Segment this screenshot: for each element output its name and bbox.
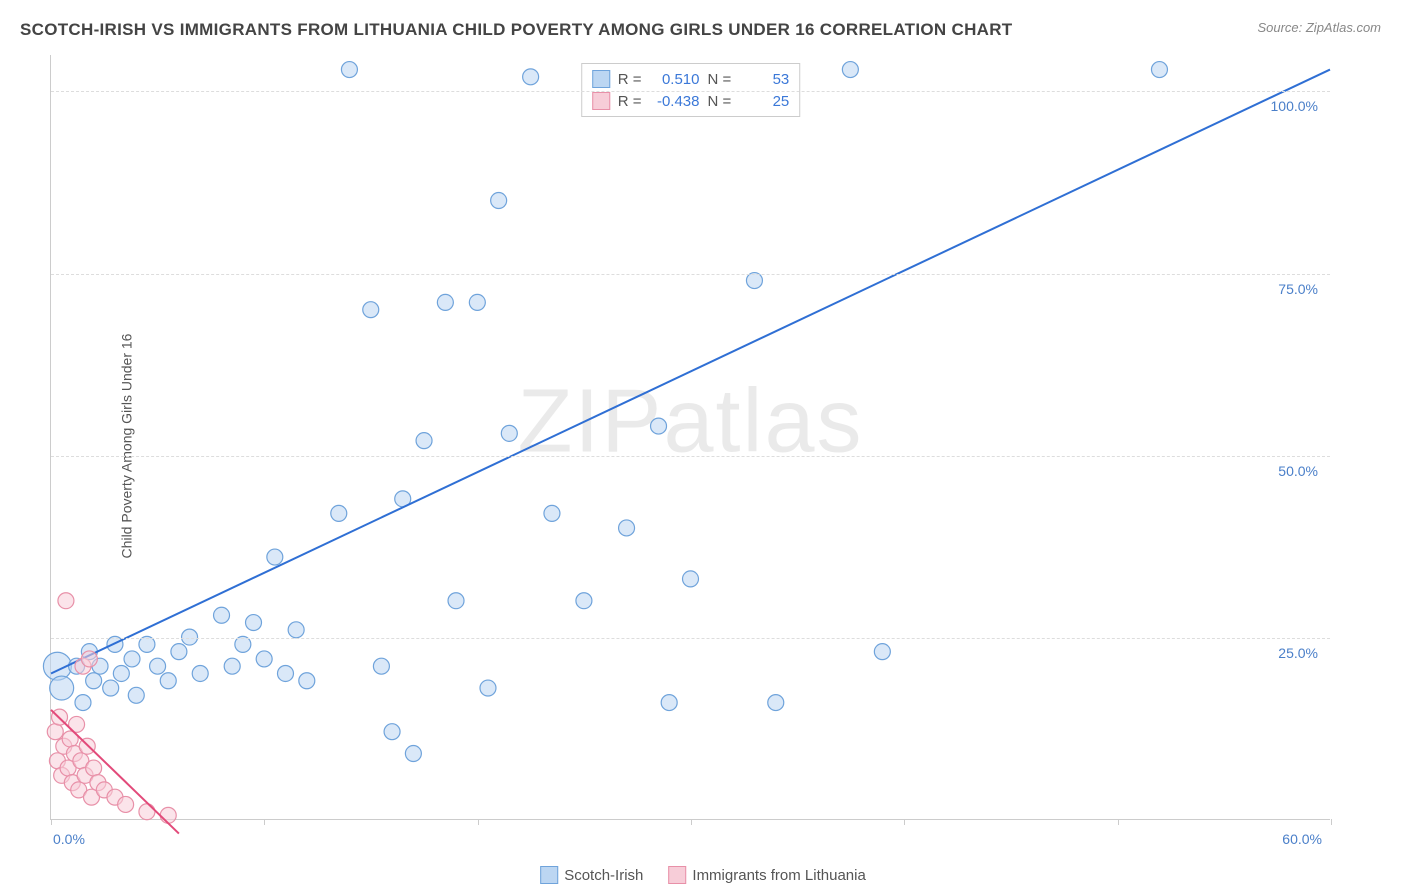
- gridline: [51, 91, 1330, 92]
- data-point[interactable]: [480, 680, 496, 696]
- data-point[interactable]: [437, 294, 453, 310]
- data-point[interactable]: [118, 796, 134, 812]
- correlation-stat-box: R = 0.510 N = 53 R = -0.438 N = 25: [581, 63, 801, 117]
- y-tick-label: 25.0%: [1278, 645, 1318, 661]
- data-point[interactable]: [86, 673, 102, 689]
- data-point[interactable]: [81, 651, 97, 667]
- data-point[interactable]: [267, 549, 283, 565]
- stat-row-series2: R = -0.438 N = 25: [592, 90, 790, 112]
- data-point[interactable]: [75, 695, 91, 711]
- chart-title: SCOTCH-IRISH VS IMMIGRANTS FROM LITHUANI…: [20, 20, 1012, 40]
- gridline: [51, 456, 1330, 457]
- x-tick: [51, 819, 52, 825]
- legend-label-2: Immigrants from Lithuania: [692, 867, 865, 884]
- data-point[interactable]: [124, 651, 140, 667]
- legend-item-series1: Scotch-Irish: [540, 866, 643, 884]
- data-point[interactable]: [160, 807, 176, 823]
- data-point[interactable]: [86, 760, 102, 776]
- n-value-2: 25: [739, 93, 789, 110]
- data-point[interactable]: [277, 665, 293, 681]
- data-point[interactable]: [160, 673, 176, 689]
- data-point[interactable]: [224, 658, 240, 674]
- n-label-2: N =: [708, 93, 732, 110]
- x-tick: [691, 819, 692, 825]
- data-point[interactable]: [128, 687, 144, 703]
- legend: Scotch-Irish Immigrants from Lithuania: [540, 866, 866, 884]
- data-point[interactable]: [246, 615, 262, 631]
- gridline: [51, 274, 1330, 275]
- x-tick: [1331, 819, 1332, 825]
- legend-swatch-1: [540, 866, 558, 884]
- data-point[interactable]: [469, 294, 485, 310]
- data-point[interactable]: [58, 593, 74, 609]
- swatch-series1: [592, 70, 610, 88]
- data-point[interactable]: [405, 746, 421, 762]
- x-tick-label: 0.0%: [53, 831, 85, 847]
- data-point[interactable]: [214, 607, 230, 623]
- data-point[interactable]: [341, 62, 357, 78]
- data-point[interactable]: [842, 62, 858, 78]
- data-point[interactable]: [523, 69, 539, 85]
- x-tick: [264, 819, 265, 825]
- swatch-series2: [592, 92, 610, 110]
- data-point[interactable]: [448, 593, 464, 609]
- r-label: R =: [618, 71, 642, 88]
- data-point[interactable]: [874, 644, 890, 660]
- legend-label-1: Scotch-Irish: [564, 867, 643, 884]
- data-point[interactable]: [192, 665, 208, 681]
- legend-item-series2: Immigrants from Lithuania: [668, 866, 865, 884]
- data-point[interactable]: [416, 433, 432, 449]
- n-label: N =: [708, 71, 732, 88]
- source-attribution: Source: ZipAtlas.com: [1257, 20, 1381, 35]
- data-point[interactable]: [683, 571, 699, 587]
- data-point[interactable]: [150, 658, 166, 674]
- plot-area: ZIPatlas R = 0.510 N = 53 R = -0.438 N =…: [50, 55, 1330, 820]
- x-tick-label: 60.0%: [1282, 831, 1322, 847]
- data-point[interactable]: [171, 644, 187, 660]
- n-value-1: 53: [739, 71, 789, 88]
- x-tick: [1118, 819, 1119, 825]
- y-tick-label: 75.0%: [1278, 281, 1318, 297]
- data-point[interactable]: [746, 273, 762, 289]
- data-point[interactable]: [501, 425, 517, 441]
- data-point[interactable]: [47, 724, 63, 740]
- data-point[interactable]: [331, 505, 347, 521]
- data-point[interactable]: [651, 418, 667, 434]
- x-tick: [478, 819, 479, 825]
- data-point[interactable]: [50, 676, 74, 700]
- stat-row-series1: R = 0.510 N = 53: [592, 68, 790, 90]
- data-point[interactable]: [576, 593, 592, 609]
- data-point[interactable]: [299, 673, 315, 689]
- legend-swatch-2: [668, 866, 686, 884]
- y-tick-label: 100.0%: [1271, 98, 1318, 114]
- data-point[interactable]: [113, 665, 129, 681]
- r-value-2: -0.438: [650, 93, 700, 110]
- data-point[interactable]: [1151, 62, 1167, 78]
- data-point[interactable]: [384, 724, 400, 740]
- data-point[interactable]: [288, 622, 304, 638]
- data-point[interactable]: [491, 193, 507, 209]
- r-label-2: R =: [618, 93, 642, 110]
- data-point[interactable]: [363, 302, 379, 318]
- gridline: [51, 638, 1330, 639]
- data-point[interactable]: [619, 520, 635, 536]
- scatter-svg: [51, 55, 1330, 819]
- data-point[interactable]: [768, 695, 784, 711]
- data-point[interactable]: [373, 658, 389, 674]
- r-value-1: 0.510: [650, 71, 700, 88]
- data-point[interactable]: [544, 505, 560, 521]
- y-tick-label: 50.0%: [1278, 463, 1318, 479]
- data-point[interactable]: [139, 804, 155, 820]
- data-point[interactable]: [256, 651, 272, 667]
- data-point[interactable]: [103, 680, 119, 696]
- data-point[interactable]: [661, 695, 677, 711]
- x-tick: [904, 819, 905, 825]
